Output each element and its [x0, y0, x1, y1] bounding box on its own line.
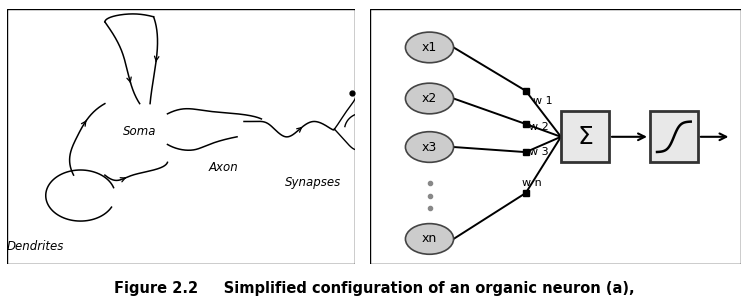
Text: w n: w n — [522, 178, 542, 188]
FancyBboxPatch shape — [650, 111, 698, 162]
Ellipse shape — [405, 132, 453, 162]
Text: Soma: Soma — [123, 125, 156, 138]
Text: $\Sigma$: $\Sigma$ — [577, 125, 593, 149]
FancyBboxPatch shape — [370, 9, 741, 264]
FancyBboxPatch shape — [7, 9, 355, 264]
Text: x2: x2 — [422, 92, 437, 105]
Text: w 1: w 1 — [533, 96, 553, 106]
Ellipse shape — [405, 32, 453, 63]
Text: xn: xn — [422, 233, 437, 245]
Text: x3: x3 — [422, 140, 437, 154]
Text: Figure 2.2     Simplified configuration of an organic neuron (a),: Figure 2.2 Simplified configuration of a… — [114, 281, 634, 296]
Text: x1: x1 — [422, 41, 437, 54]
Text: Dendrites: Dendrites — [7, 240, 64, 253]
FancyBboxPatch shape — [561, 111, 609, 162]
Text: w 2: w 2 — [530, 122, 549, 132]
Text: w 3: w 3 — [530, 147, 549, 157]
Text: Synapses: Synapses — [286, 176, 342, 189]
Ellipse shape — [405, 83, 453, 114]
Text: Axon: Axon — [208, 161, 238, 174]
Ellipse shape — [405, 224, 453, 254]
